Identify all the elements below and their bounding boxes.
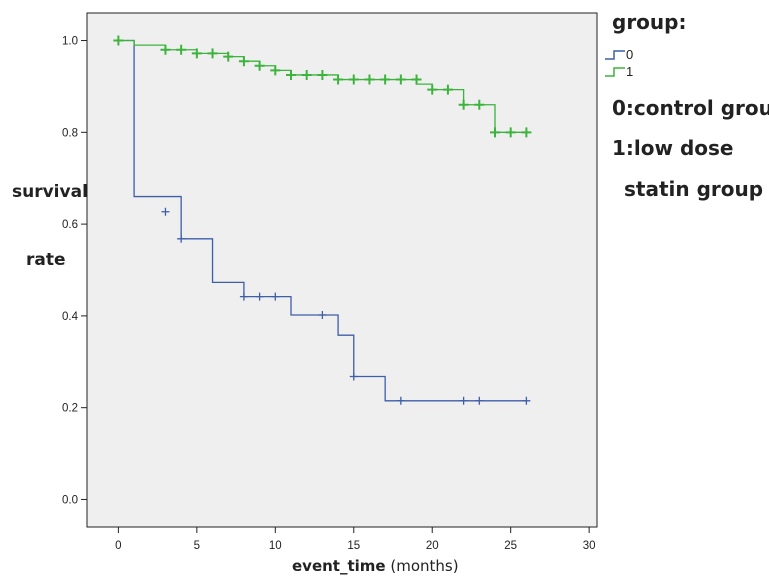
legend-item-group-0: 0 [604, 47, 633, 62]
censor-mark-group-0 [396, 396, 405, 405]
censor-mark-group-1 [270, 65, 281, 76]
censor-mark-group-1 [442, 84, 453, 95]
censor-mark-group-1 [254, 60, 265, 71]
y-tick-label: 0.6 [62, 219, 78, 231]
censor-mark-group-1 [317, 69, 328, 80]
axes: 0.0 0.2 0.4 0.6 0.8 1.0 0 5 10 15 20 25 30 [62, 36, 596, 552]
censor-mark-group-1 [411, 74, 422, 85]
y-axis-label-line2: rate [26, 250, 66, 270]
censor-mark-group-0 [239, 292, 248, 301]
x-tick-label: 30 [583, 540, 596, 552]
legend-title: group: [612, 10, 687, 34]
x-axis-label-main: event_time [292, 557, 386, 575]
censor-mark-group-0 [177, 234, 186, 243]
censor-mark-group-0 [349, 372, 358, 381]
series-layer [113, 35, 532, 405]
censor-mark-group-0 [459, 396, 468, 405]
censor-mark-group-0 [522, 396, 531, 405]
censor-mark-group-1 [380, 74, 391, 85]
y-tick-label: 0.2 [62, 403, 78, 415]
x-tick-label: 0 [115, 540, 121, 552]
censor-mark-group-1 [207, 48, 218, 59]
censor-mark-group-1 [301, 69, 312, 80]
censor-mark-group-1 [427, 84, 438, 95]
censor-mark-group-1 [286, 69, 296, 80]
censor-mark-group-1 [176, 44, 187, 55]
censor-mark-group-0 [271, 292, 280, 301]
censor-mark-group-1 [395, 74, 406, 85]
x-tick-label: 10 [269, 540, 282, 552]
series-group-0 [118, 39, 531, 405]
legend-label-group-1: 1 [626, 64, 634, 79]
legend-label-group-0: 0 [626, 47, 634, 62]
legend-item-group-1: 1 [604, 64, 633, 79]
x-tick-label: 20 [426, 540, 439, 552]
x-axis-label: event_time (months) [292, 557, 459, 575]
censor-mark-group-1 [238, 56, 249, 67]
censor-mark-group-1 [474, 99, 485, 110]
censor-mark-group-1 [160, 44, 171, 55]
x-tick-label: 5 [194, 540, 200, 552]
censor-mark-group-1 [521, 127, 532, 138]
x-tick-label: 25 [504, 540, 517, 552]
y-tick-label: 0.0 [62, 494, 78, 506]
censor-mark-group-1 [458, 99, 469, 110]
y-tick-label: 1.0 [62, 36, 78, 48]
censor-mark-group-0 [161, 207, 170, 216]
censor-mark-group-0 [255, 292, 264, 301]
plot-area [86, 12, 598, 528]
censor-mark-group-1 [364, 74, 375, 85]
legend-swatch-group-0 [605, 49, 625, 60]
censor-mark-group-1 [490, 127, 500, 138]
y-tick-label: 0.4 [62, 311, 79, 323]
series-group-1 [113, 35, 532, 138]
censor-mark-group-1 [348, 74, 359, 85]
censor-mark-group-1 [191, 48, 202, 59]
y-tick-label: 0.8 [62, 127, 78, 139]
censor-mark-group-1 [113, 35, 124, 46]
x-tick-label: 15 [347, 540, 360, 552]
censor-mark-group-0 [475, 396, 484, 405]
annotation-control-group: 0:control group [612, 96, 769, 120]
censor-mark-group-0 [318, 310, 327, 319]
legend-swatch-group-1 [605, 66, 625, 77]
annotation-statin-group: statin group [624, 177, 764, 201]
censor-mark-group-1 [505, 127, 516, 138]
x-axis-label-unit: (months) [390, 557, 459, 575]
annotation-low-dose: 1:low dose [612, 136, 734, 160]
censor-mark-group-1 [333, 74, 344, 85]
y-axis-label-line1: survival [12, 182, 88, 202]
censor-mark-group-1 [223, 51, 234, 62]
